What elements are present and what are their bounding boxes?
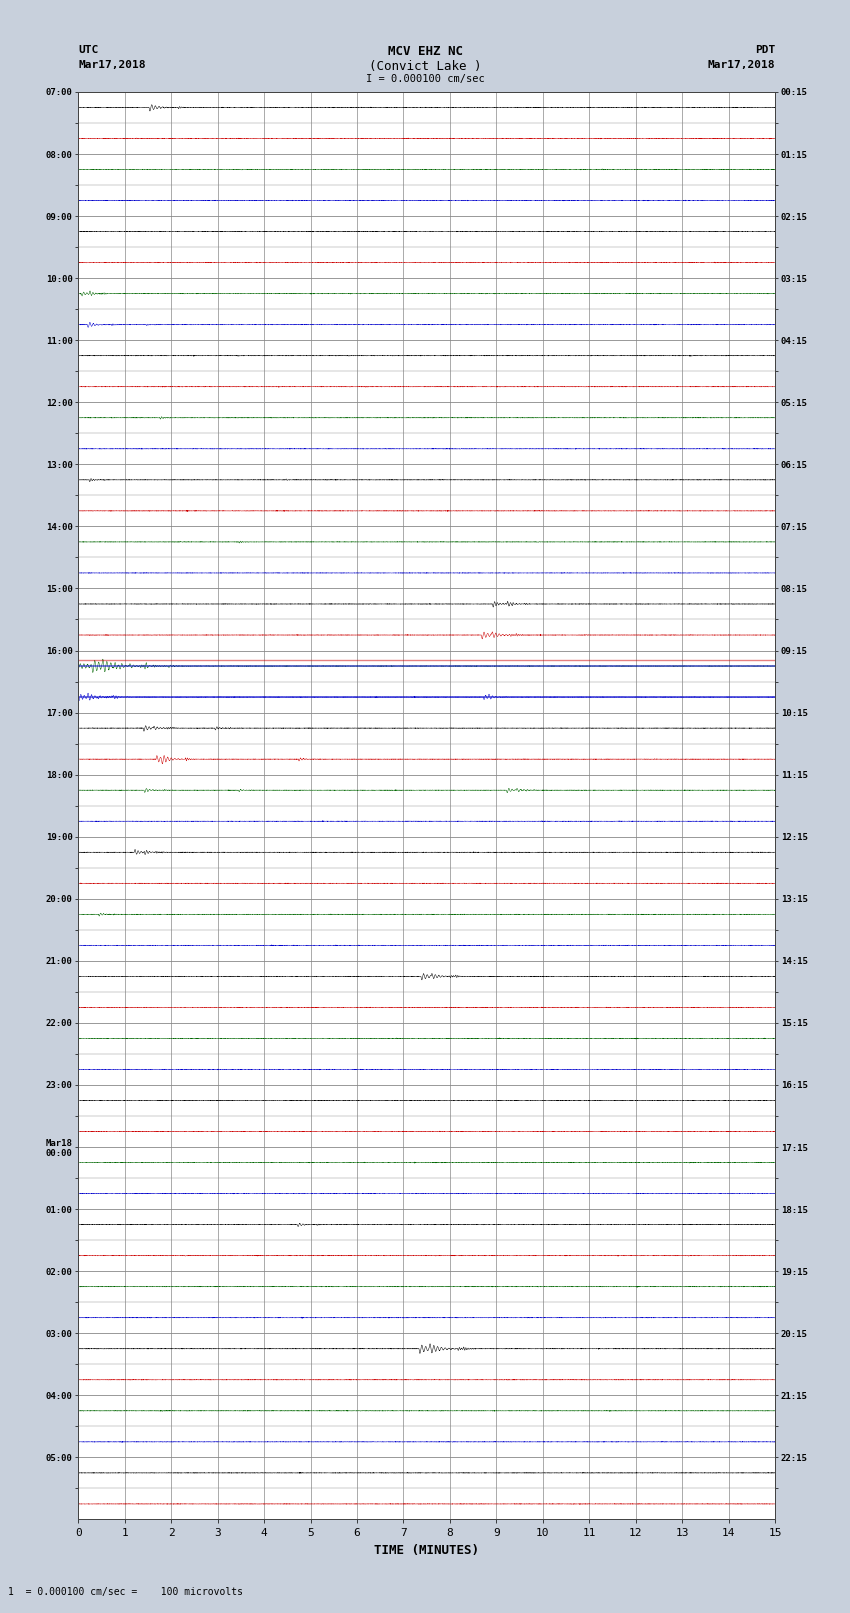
Text: 1  = 0.000100 cm/sec =    100 microvolts: 1 = 0.000100 cm/sec = 100 microvolts <box>8 1587 243 1597</box>
Text: Mar17,2018: Mar17,2018 <box>78 60 145 69</box>
Text: UTC: UTC <box>78 45 99 55</box>
Text: MCV EHZ NC: MCV EHZ NC <box>388 45 462 58</box>
Text: Mar17,2018: Mar17,2018 <box>708 60 775 69</box>
X-axis label: TIME (MINUTES): TIME (MINUTES) <box>374 1544 479 1557</box>
Text: PDT: PDT <box>755 45 775 55</box>
Text: I = 0.000100 cm/sec: I = 0.000100 cm/sec <box>366 74 484 84</box>
Text: (Convict Lake ): (Convict Lake ) <box>369 60 481 73</box>
